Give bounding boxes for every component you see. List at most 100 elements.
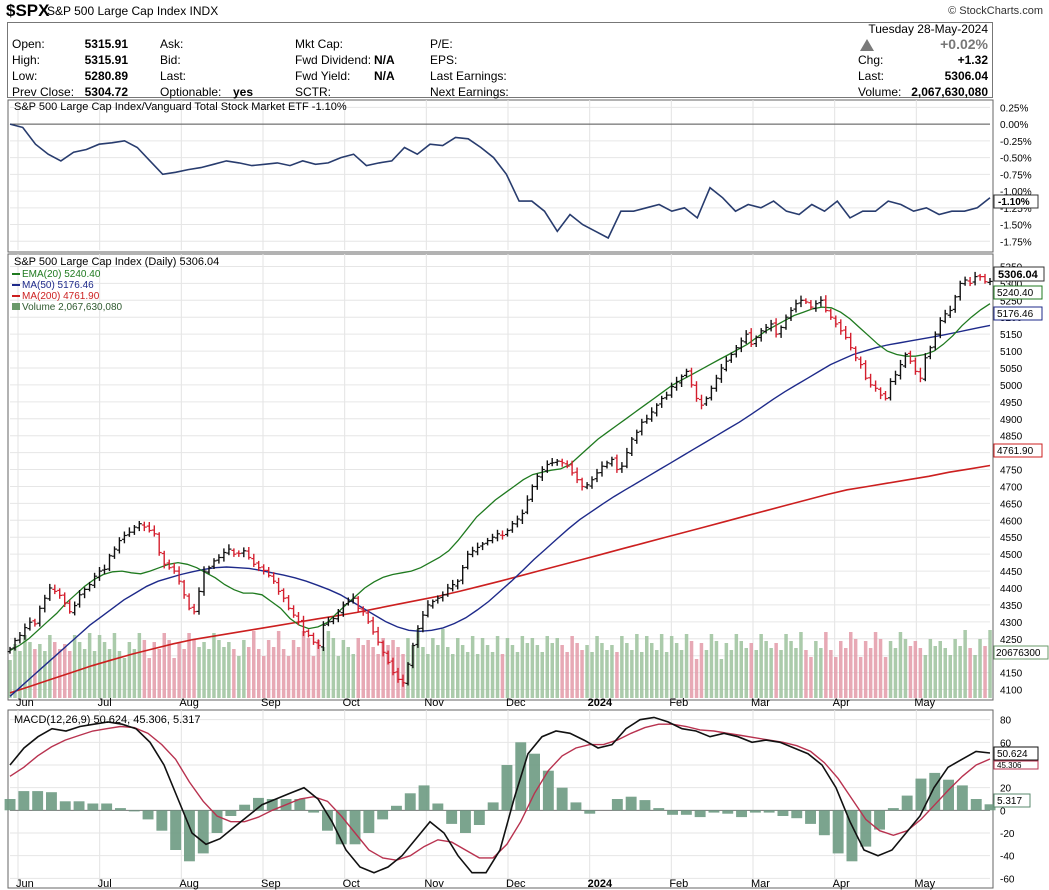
volume-bar [242, 640, 246, 698]
source-credit[interactable]: © StockCharts.com [948, 5, 1043, 17]
price-bar [325, 617, 331, 627]
price-bar [191, 603, 197, 615]
volume-bar [53, 642, 57, 698]
x-tick-label-price: Apr [833, 697, 850, 709]
volume-bar [460, 645, 465, 698]
price-bar [838, 319, 844, 335]
price-bar [649, 407, 655, 422]
price-bar [171, 563, 177, 574]
price-bar [355, 596, 361, 612]
price-bar [350, 593, 356, 604]
price-bar [564, 460, 570, 469]
price-bar [291, 605, 297, 618]
price-y-tick: 4400 [1000, 584, 1023, 595]
price-last-label: 5306.04 [998, 269, 1039, 281]
x-tick-label-macd: Nov [424, 878, 444, 890]
volume-bar [555, 638, 559, 698]
volume-bar [605, 650, 609, 698]
volume-bar [953, 639, 957, 698]
price-y-tick: 4100 [1000, 686, 1023, 697]
macd-histogram-bar [446, 810, 458, 824]
volume-bar [799, 632, 803, 698]
volume-bar [918, 648, 923, 698]
volume-bar [112, 633, 117, 698]
volume-bar [774, 643, 778, 698]
volume-bar [570, 636, 574, 698]
relative-last-label: -1.10% [998, 197, 1030, 208]
volume-bar [724, 643, 729, 698]
last-label: Last: [160, 69, 187, 83]
macd-histogram-bar [708, 810, 720, 813]
volume-bar [560, 645, 564, 698]
macd-line [9, 716, 991, 874]
volume-bar [938, 641, 942, 698]
price-bar [793, 299, 799, 313]
price-bar [539, 466, 545, 481]
macd-histogram-bar [570, 802, 582, 811]
volume-bar [749, 643, 753, 698]
volume-bar [202, 642, 206, 698]
mkt-cap-label: Mkt Cap: [295, 37, 344, 51]
price-bar [460, 565, 466, 585]
price-bar [664, 391, 670, 400]
price-bar [500, 530, 505, 540]
ticker-symbol[interactable]: $SPX [6, 1, 50, 20]
volume-bar [97, 635, 102, 698]
macd-y-tick: 80 [1000, 716, 1012, 727]
ma50-line [9, 324, 991, 697]
volume-bar [794, 648, 798, 698]
volume-bar [490, 652, 495, 698]
macd-histogram-bar [335, 810, 347, 845]
volume-bar [187, 633, 191, 698]
relative-y-tick: -0.75% [1000, 170, 1032, 181]
volume-bar [928, 639, 933, 698]
volume-bar [257, 649, 261, 698]
price-bar [763, 324, 769, 334]
price-bar [748, 328, 754, 347]
price-y-tick: 4550 [1000, 533, 1023, 544]
chart-area[interactable]: Jun Jun Jul Jul Aug Aug Sep Sep Oct Oct Nov Nov Dec D… [0, 98, 1049, 890]
x-tick-label-macd: May [914, 878, 935, 890]
price-bar [271, 572, 277, 584]
volume-bar [595, 636, 599, 698]
price-bar [843, 326, 849, 340]
volume-bar [152, 642, 156, 698]
price-bar [67, 599, 73, 614]
price-bar [12, 637, 18, 651]
volume-bar [182, 649, 186, 698]
price-bar [505, 528, 510, 537]
x-tick-label-price: Oct [343, 697, 360, 709]
prev-close-label: Prev Close: [12, 85, 75, 99]
price-panel-frame [7, 253, 994, 701]
ema-last-box [993, 285, 1043, 300]
macd-histogram-bar [363, 810, 375, 833]
price-bar [544, 460, 550, 473]
price-bar [738, 337, 744, 353]
macd-histogram-bar [404, 793, 416, 811]
volume-bar [550, 643, 554, 698]
volume-bar [739, 641, 743, 698]
volume-bar [500, 654, 505, 698]
volume-bar [247, 647, 251, 698]
ema20-line [9, 303, 991, 652]
price-bar [440, 591, 446, 602]
price-bar [495, 529, 500, 542]
volume-bar [142, 640, 147, 698]
relative-panel-title: S&P 500 Large Cap Index/Vanguard Total S… [14, 101, 347, 113]
volume-bar [674, 643, 679, 698]
volume-bar [23, 635, 27, 698]
macd-histogram-bar [432, 803, 444, 811]
x-tick-label-price: Feb [669, 697, 688, 709]
volume-bar [515, 652, 520, 698]
price-bar [898, 359, 903, 380]
relative-y-tick: -1.00% [1000, 187, 1032, 198]
volume-bar [127, 642, 132, 698]
volume-bar [465, 652, 470, 698]
volume-bar [102, 642, 107, 698]
price-bar [604, 460, 610, 469]
price-bar [211, 558, 217, 569]
ma200-last-label: 4761.90 [997, 446, 1034, 457]
price-bar [52, 584, 58, 595]
volume-bar [212, 633, 216, 698]
volume-bar [834, 657, 838, 698]
